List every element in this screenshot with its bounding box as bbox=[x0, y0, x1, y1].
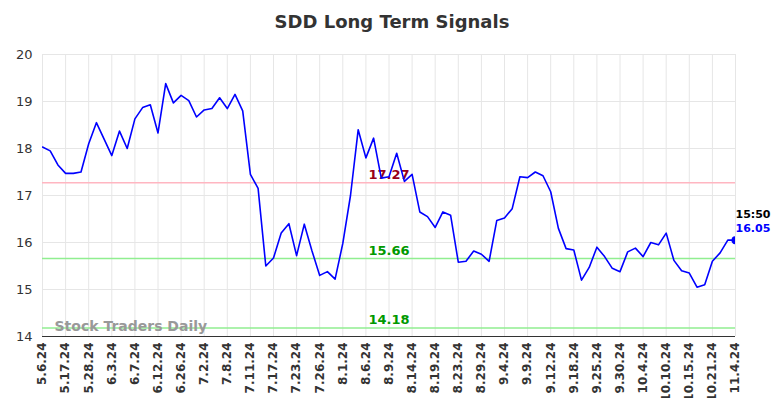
svg-text:9.9.24: 9.9.24 bbox=[520, 343, 534, 386]
svg-text:5.6.24: 5.6.24 bbox=[35, 343, 49, 386]
svg-text:17.27: 17.27 bbox=[368, 167, 410, 182]
svg-text:16.05: 16.05 bbox=[736, 222, 771, 235]
svg-text:15: 15 bbox=[16, 282, 33, 297]
svg-text:8.1.24: 8.1.24 bbox=[336, 343, 350, 386]
svg-text:6.26.24: 6.26.24 bbox=[174, 343, 188, 394]
svg-text:7.2.24: 7.2.24 bbox=[197, 343, 211, 386]
svg-text:8.29.24: 8.29.24 bbox=[474, 343, 488, 394]
html-text:SDD Long Term Signals: SDD Long Term Signals bbox=[274, 11, 510, 32]
svg-text:20: 20 bbox=[16, 47, 33, 62]
svg-text:7.8.24: 7.8.24 bbox=[220, 343, 234, 386]
svg-text:9.4.24: 9.4.24 bbox=[497, 343, 511, 386]
svg-text:8.23.24: 8.23.24 bbox=[451, 343, 465, 394]
svg-text:8.6.24: 8.6.24 bbox=[359, 343, 373, 386]
svg-text:5.17.24: 5.17.24 bbox=[58, 343, 72, 394]
svg-text:17: 17 bbox=[16, 188, 33, 203]
svg-text:16: 16 bbox=[16, 235, 33, 250]
svg-text:10.10.24: 10.10.24 bbox=[659, 343, 673, 398]
svg-text:10.15.24: 10.15.24 bbox=[682, 343, 696, 398]
svg-text:15.66: 15.66 bbox=[368, 243, 409, 258]
svg-text:9.18.24: 9.18.24 bbox=[567, 343, 581, 394]
svg-text:7.23.24: 7.23.24 bbox=[289, 343, 303, 394]
svg-text:9.25.24: 9.25.24 bbox=[590, 343, 604, 394]
svg-text:10.21.24: 10.21.24 bbox=[705, 343, 719, 398]
svg-text:5.28.24: 5.28.24 bbox=[82, 343, 96, 394]
svg-text:9.12.24: 9.12.24 bbox=[544, 343, 558, 394]
svg-text:18: 18 bbox=[16, 141, 33, 156]
svg-text:8.19.24: 8.19.24 bbox=[428, 343, 442, 394]
svg-text:7.26.24: 7.26.24 bbox=[313, 343, 327, 394]
svg-text:7.17.24: 7.17.24 bbox=[266, 343, 280, 394]
svg-text:Stock Traders Daily: Stock Traders Daily bbox=[55, 318, 208, 334]
svg-text:8.9.24: 8.9.24 bbox=[382, 343, 396, 386]
svg-text:15:50: 15:50 bbox=[736, 208, 771, 221]
svg-text:6.3.24: 6.3.24 bbox=[105, 343, 119, 386]
svg-text:9.30.24: 9.30.24 bbox=[613, 343, 627, 394]
svg-text:14: 14 bbox=[16, 329, 33, 344]
svg-text:10.4.24: 10.4.24 bbox=[636, 343, 650, 394]
svg-text:14.18: 14.18 bbox=[368, 312, 409, 327]
svg-text:19: 19 bbox=[16, 94, 33, 109]
svg-text:7.11.24: 7.11.24 bbox=[243, 343, 257, 394]
svg-text:8.14.24: 8.14.24 bbox=[405, 343, 419, 394]
svg-text:6.7.24: 6.7.24 bbox=[128, 343, 142, 386]
svg-text:11.4.24: 11.4.24 bbox=[728, 343, 742, 394]
svg-text:6.12.24: 6.12.24 bbox=[151, 343, 165, 394]
